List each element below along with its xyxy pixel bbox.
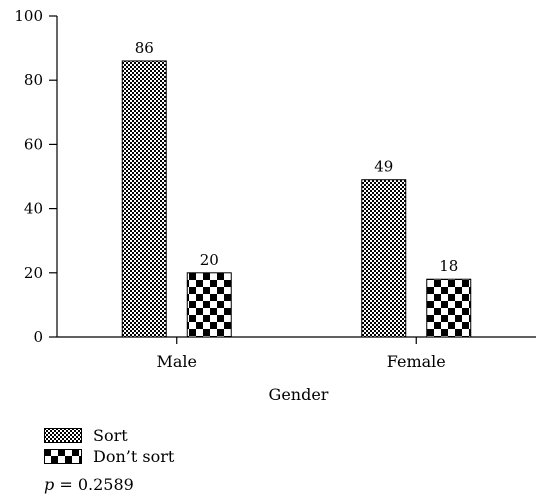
y-tick-label: 80 bbox=[24, 71, 43, 89]
bars bbox=[121, 60, 472, 338]
p-value-note: p = 0.2589 bbox=[44, 475, 134, 494]
x-axis: Male Female Gender bbox=[57, 336, 536, 404]
data-label: 49 bbox=[374, 158, 393, 176]
x-tick-label: Male bbox=[156, 352, 197, 371]
y-tick-label: 20 bbox=[24, 264, 43, 282]
y-tick-label: 40 bbox=[24, 200, 43, 218]
bar bbox=[361, 179, 407, 338]
p-value-text: = 0.2589 bbox=[54, 475, 134, 494]
bar bbox=[186, 272, 232, 338]
legend-label-sort: Sort bbox=[93, 426, 128, 445]
x-axis-title: Gender bbox=[269, 385, 329, 404]
legend: Sort Don’t sort bbox=[44, 425, 174, 467]
p-value-symbol: p bbox=[44, 475, 55, 494]
legend-label-dont-sort: Don’t sort bbox=[93, 447, 175, 466]
bar bbox=[426, 278, 472, 338]
legend-item-sort: Sort bbox=[44, 425, 174, 446]
y-tick-label: 0 bbox=[33, 328, 43, 346]
legend-item-dont-sort: Don’t sort bbox=[44, 446, 174, 467]
x-tick-label: Female bbox=[387, 352, 446, 371]
data-labels: 86 20 49 18 bbox=[135, 39, 459, 275]
legend-swatch-sort bbox=[44, 428, 82, 443]
bar bbox=[121, 60, 167, 338]
y-tick-label: 60 bbox=[24, 135, 43, 153]
data-label: 86 bbox=[135, 39, 154, 57]
data-label: 20 bbox=[200, 251, 219, 269]
legend-swatch-dont-sort bbox=[44, 449, 82, 464]
data-label: 18 bbox=[439, 257, 458, 275]
y-axis: 0 20 40 60 80 100 bbox=[14, 7, 58, 346]
y-tick-label: 100 bbox=[14, 7, 43, 25]
